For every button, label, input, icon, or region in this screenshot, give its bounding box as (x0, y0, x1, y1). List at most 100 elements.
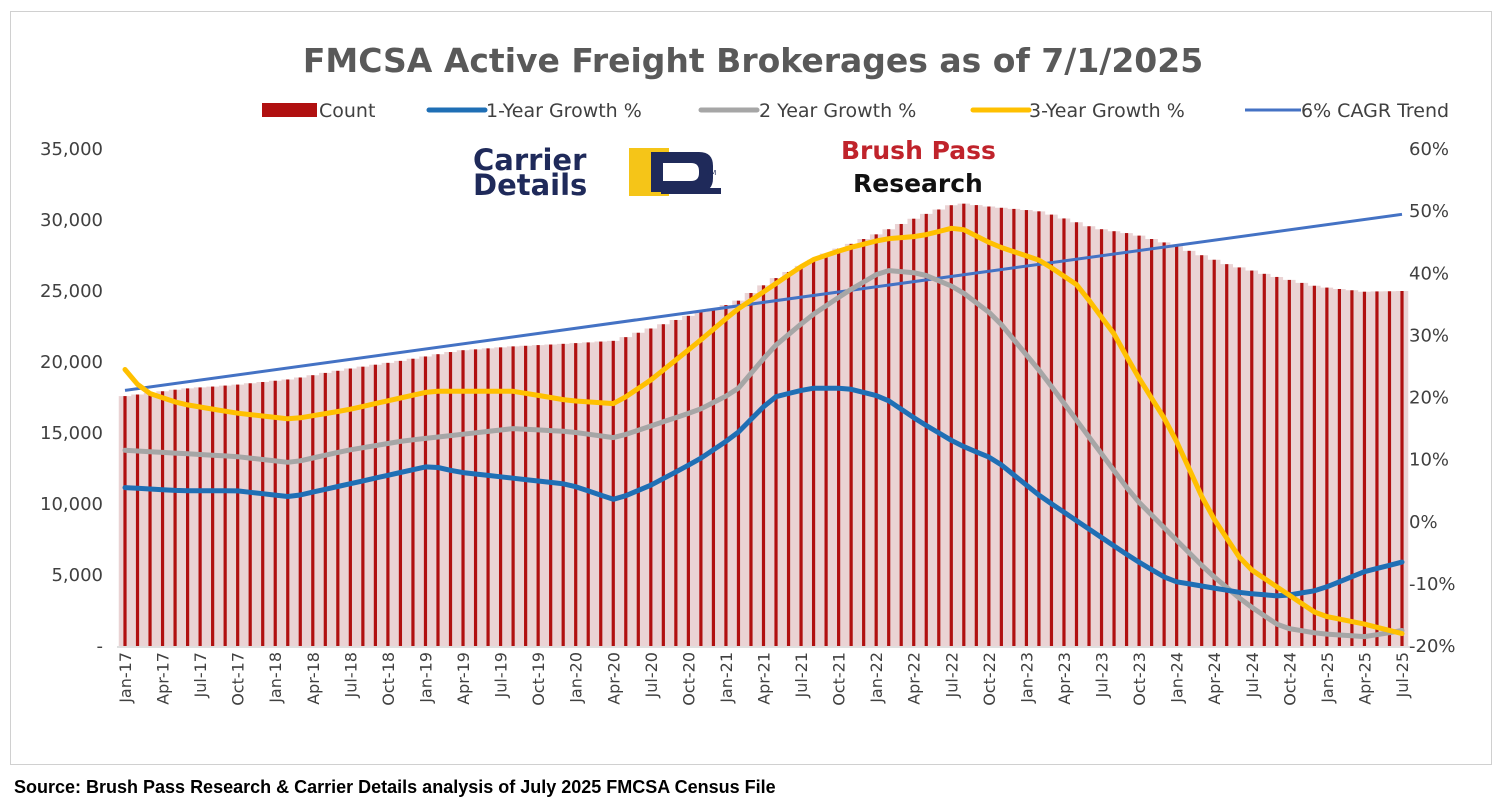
x-tick-label: Apr-22 (905, 652, 924, 705)
count-bar-100 (1375, 291, 1379, 646)
carrier-details-logo-mark-base (661, 188, 721, 194)
legend-label-cagr: 6% CAGR Trend (1301, 100, 1449, 122)
legend-swatch-count (262, 103, 317, 117)
cagr-trend-line (124, 212, 1403, 392)
count-bar-54 (799, 265, 803, 646)
count-bar-43 (661, 324, 665, 646)
count-bar-29 (486, 348, 490, 646)
count-bar-20 (373, 364, 377, 646)
count-bar-26 (448, 352, 453, 646)
x-tick-label: Apr-17 (154, 652, 173, 705)
count-bar-57 (837, 248, 841, 646)
count-bar-37 (586, 342, 590, 646)
count-bar-79 (1112, 231, 1116, 646)
chart-frame: FMCSA Active Freight Brokerages as of 7/… (10, 11, 1492, 765)
count-bar-13 (286, 379, 290, 646)
carrier-details-logo-mark-hole (663, 163, 699, 181)
source-note: Source: Brush Pass Research & Carrier De… (14, 777, 776, 797)
x-tick-label: Apr-25 (1355, 652, 1374, 705)
x-tick-label: Jan-19 (416, 652, 435, 704)
count-bar-39 (611, 340, 615, 646)
x-tick-label: Jul-20 (642, 652, 661, 698)
x-tick-label: Apr-19 (454, 652, 473, 705)
count-bar-56 (824, 253, 828, 647)
count-bar-76 (1074, 222, 1079, 646)
x-tick-label: Jan-21 (717, 652, 736, 704)
count-bar-69 (987, 206, 991, 646)
x-tick-label: Jan-18 (266, 652, 285, 704)
count-bar-88 (1225, 264, 1229, 646)
x-tick-label: Jan-23 (1017, 652, 1036, 704)
count-bar-0 (123, 396, 127, 646)
count-bar-86 (1200, 255, 1204, 646)
legend: Count 1-Year Growth % 2 Year Growth % 3-… (262, 100, 1449, 122)
count-bar-96 (1325, 287, 1329, 646)
y-left-tick-label: 35,000 (40, 139, 103, 160)
count-bar-89 (1237, 267, 1241, 646)
count-bar-75 (1062, 218, 1066, 647)
y-left-tick-label: 30,000 (40, 210, 103, 231)
x-tick-label: Jan-20 (567, 652, 586, 704)
count-bar-8 (223, 385, 227, 646)
count-bar-60 (874, 234, 878, 647)
count-bar-58 (849, 243, 853, 646)
x-tick-label: Jul-21 (792, 652, 811, 698)
count-bar-3 (160, 391, 165, 646)
count-bar-11 (261, 382, 265, 646)
count-bar-87 (1212, 259, 1216, 646)
count-bar-48 (724, 305, 728, 646)
x-tick-label: Oct-23 (1130, 652, 1149, 706)
count-bar-78 (1099, 229, 1104, 647)
count-bar-73 (1037, 211, 1041, 646)
count-bar-27 (461, 350, 465, 646)
x-tick-label: Apr-20 (604, 652, 623, 705)
x-tick-label: Jul-25 (1393, 652, 1412, 698)
brush-pass-logo-line1: Brush Pass (841, 136, 996, 165)
count-bar-7 (211, 386, 215, 646)
count-bar-15 (311, 375, 315, 646)
carrier-details-logo-line1: Carrier (473, 143, 587, 177)
brush-pass-logo: Brush Pass Research (841, 136, 996, 198)
x-tick-label: Jul-18 (341, 652, 360, 698)
y-left-tick-label: 25,000 (40, 281, 103, 302)
count-bar-16 (323, 372, 327, 646)
x-tick-label: Apr-18 (304, 652, 323, 705)
y-left-tick-label: - (97, 636, 104, 657)
carrier-details-logo-line2: Details (473, 168, 587, 202)
count-bar-81 (1137, 235, 1141, 646)
x-tick-label: Apr-24 (1205, 652, 1224, 705)
count-bar-9 (236, 384, 240, 646)
count-bar-12 (273, 380, 277, 646)
y-right-tick-label: -10% (1409, 574, 1456, 595)
legend-label-count: Count (319, 100, 375, 122)
y-right-tick-label: 50% (1409, 201, 1449, 222)
count-bar-83 (1162, 242, 1166, 646)
count-bar-62 (899, 223, 903, 646)
x-tick-label: Oct-18 (379, 652, 398, 706)
legend-label-2yr: 2 Year Growth % (759, 100, 916, 122)
count-bar-68 (974, 205, 978, 646)
count-bar-82 (1150, 239, 1154, 646)
count-bar-64 (924, 213, 928, 647)
count-bar-10 (248, 383, 252, 646)
count-bar-99 (1362, 291, 1367, 646)
count-bar-51 (761, 285, 766, 646)
count-bar-25 (436, 354, 440, 646)
count-bar-44 (674, 319, 678, 646)
count-bar-31 (511, 346, 515, 646)
count-bar-50 (749, 292, 753, 646)
count-bar-70 (999, 207, 1003, 646)
count-bar-97 (1337, 289, 1342, 646)
count-bar-4 (173, 389, 177, 646)
count-bar-72 (1024, 210, 1029, 646)
x-tick-label: Jul-22 (942, 652, 961, 698)
y-right-tick-label: 10% (1409, 450, 1449, 471)
count-bar-65 (937, 209, 941, 646)
count-bar-53 (786, 271, 791, 646)
axes: - 5,000 10,000 15,000 20,000 25,000 30,000 35,0… (40, 139, 1456, 706)
legend-label-3yr: 3-Year Growth % (1029, 100, 1185, 122)
count-bar-94 (1300, 282, 1304, 646)
count-bar-17 (336, 370, 340, 646)
count-bar-28 (473, 349, 478, 646)
count-bar-1 (135, 394, 140, 646)
